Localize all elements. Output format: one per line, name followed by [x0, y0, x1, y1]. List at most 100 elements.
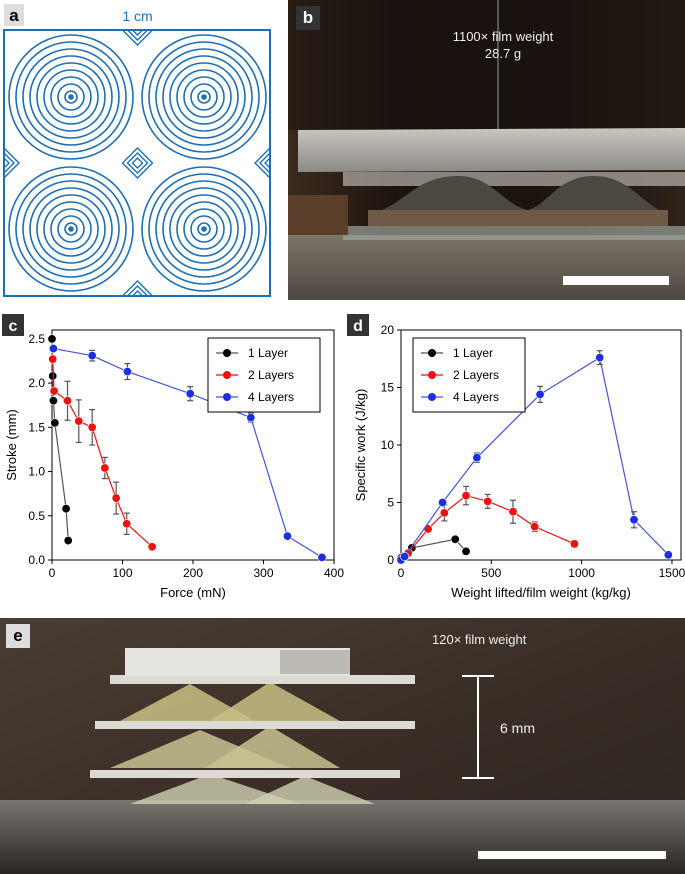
- ring: [176, 69, 232, 125]
- data-point: [111, 493, 121, 503]
- data-point: [317, 552, 327, 562]
- x-tick-label: 200: [183, 566, 203, 580]
- ring: [29, 55, 113, 139]
- ring: [155, 48, 253, 146]
- ring: [197, 222, 211, 236]
- y-tick-label: 1.5: [28, 420, 45, 434]
- panel-e: e 120× film weight 6 mm: [0, 618, 685, 874]
- legend-label: 1 Layer: [248, 346, 288, 360]
- dimension-marker: [462, 675, 494, 779]
- ring: [155, 180, 253, 278]
- scale-text: 1 cm: [122, 8, 153, 24]
- data-point: [472, 453, 482, 463]
- data-point: [87, 422, 97, 432]
- ring: [8, 34, 134, 160]
- photo-e: [0, 618, 685, 874]
- data-point: [450, 534, 460, 544]
- x-tick-label: 500: [481, 566, 501, 580]
- ring: [57, 215, 85, 243]
- legend-marker: [428, 371, 436, 379]
- edge-diamond: [264, 157, 270, 169]
- data-point: [508, 507, 518, 517]
- y-tick-label: 10: [381, 438, 395, 452]
- ring: [183, 76, 225, 118]
- data-point: [530, 522, 540, 532]
- ring: [141, 34, 267, 160]
- diamond-ring: [131, 157, 144, 169]
- edge-diamond: [4, 157, 10, 169]
- data-point: [50, 418, 60, 428]
- legend-marker: [223, 393, 231, 401]
- panel-c: c 0 100 200 300 400 0.0 0.5 1.0 1.5 2.0 2.5 Force (m…: [0, 310, 345, 600]
- diamond-ring: [121, 147, 154, 179]
- ring: [15, 173, 127, 285]
- edge-diamond: [131, 30, 144, 36]
- data-point: [282, 531, 292, 541]
- legend-label: 4 Layers: [453, 390, 499, 404]
- panel-d: d 0 500 1000 1500 0 5 10 15 20 Weight lifted/film …: [345, 310, 685, 600]
- data-point: [48, 396, 58, 406]
- scale-bar-b: [563, 276, 669, 285]
- ring: [29, 187, 113, 271]
- ring: [43, 201, 99, 257]
- legend-marker: [428, 393, 436, 401]
- y-tick-label: 0.0: [28, 553, 45, 567]
- ring-center-dot: [68, 226, 74, 232]
- data-point: [483, 496, 493, 506]
- x-tick-label: 1500: [659, 566, 685, 580]
- ring-center-dot: [68, 94, 74, 100]
- panel-label-c: c: [9, 318, 18, 335]
- ring: [148, 41, 260, 153]
- data-point: [48, 344, 58, 354]
- ring: [169, 62, 239, 132]
- data-point: [122, 519, 132, 529]
- caption-b: 1100× film weight 28.7 g: [408, 28, 598, 62]
- concentric-rings: [4, 30, 270, 296]
- data-point: [48, 354, 58, 364]
- caption-b-line1: 1100× film weight: [452, 29, 554, 44]
- data-point: [100, 463, 110, 473]
- y-tick-label: 2.5: [28, 332, 45, 346]
- ring: [190, 215, 218, 243]
- ring-center-dot: [201, 94, 207, 100]
- x-tick-label: 0: [49, 566, 56, 580]
- caption-e: 120× film weight: [432, 632, 527, 647]
- ring: [197, 90, 211, 104]
- ring: [162, 187, 246, 271]
- x-axis-label: Weight lifted/film weight (kg/kg): [451, 585, 631, 600]
- ring: [64, 90, 78, 104]
- diamond-ring: [126, 152, 149, 174]
- data-point: [461, 546, 471, 556]
- y-tick-label: 2.0: [28, 376, 45, 390]
- data-point: [663, 550, 673, 560]
- y-tick-label: 0.5: [28, 509, 45, 523]
- ring: [57, 83, 85, 111]
- data-point: [47, 334, 57, 344]
- series-line: [400, 356, 669, 561]
- data-point: [122, 367, 132, 377]
- legend-marker: [223, 371, 231, 379]
- data-point: [438, 498, 448, 508]
- data-point: [400, 552, 410, 562]
- data-point: [535, 389, 545, 399]
- data-point: [629, 515, 639, 525]
- edge-diamond: [4, 147, 20, 179]
- dimension-text: 6 mm: [500, 720, 535, 736]
- data-point: [48, 371, 58, 381]
- edge-diamond: [121, 280, 154, 296]
- edge-diamond: [121, 30, 154, 46]
- panel-b: b 1100× film weight 28.7 g: [288, 0, 685, 300]
- y-tick-label: 5: [387, 496, 394, 510]
- legend-marker: [223, 349, 231, 357]
- ring: [169, 194, 239, 264]
- data-point: [246, 413, 256, 423]
- chart-d: d 0 500 1000 1500 0 5 10 15 20 Weight lifted/film …: [347, 314, 685, 600]
- concentric-pattern: [3, 29, 271, 297]
- data-point: [439, 508, 449, 518]
- ring: [50, 76, 92, 118]
- ring: [36, 62, 106, 132]
- ring: [141, 166, 267, 292]
- panel-a: a 1 cm: [0, 0, 275, 300]
- ring: [22, 180, 120, 278]
- ring: [64, 222, 78, 236]
